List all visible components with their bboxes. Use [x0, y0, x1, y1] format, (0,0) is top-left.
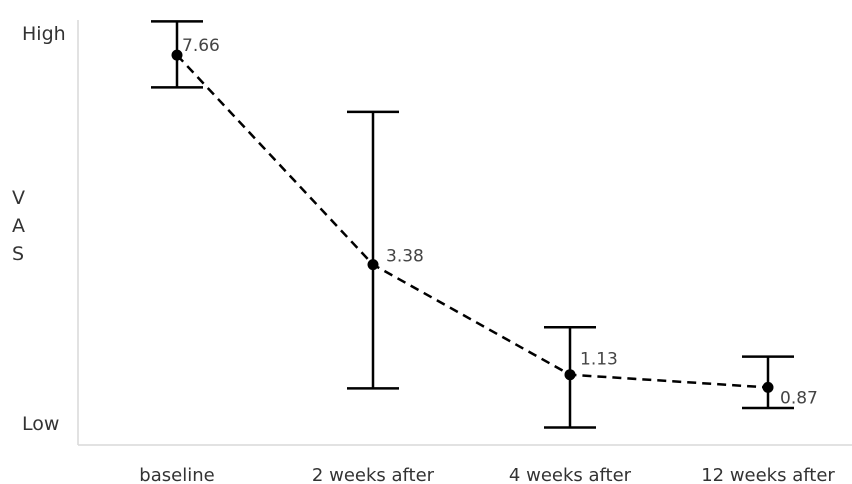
y-tick-high: High: [22, 23, 66, 45]
category-labels: baseline 2 weeks after 4 weeks after 12 wee…: [139, 465, 835, 484]
category-label-0: baseline: [139, 465, 214, 484]
data-label-2: 1.13: [580, 350, 618, 370]
y-tick-low: Low: [22, 413, 59, 435]
data-point-1: [367, 259, 379, 271]
category-label-1: 2 weeks after: [312, 465, 435, 484]
category-label-3: 12 weeks after: [701, 465, 835, 484]
y-label-char-s: S: [12, 243, 24, 265]
data-labels: 7.66 3.38 1.13 0.87: [182, 36, 818, 408]
y-label-char-a: A: [12, 215, 25, 237]
series-line-group: [176, 54, 769, 389]
category-label-2: 4 weeks after: [509, 465, 632, 484]
data-label-3: 0.87: [780, 388, 818, 408]
data-points: [171, 49, 774, 393]
series-line: [176, 54, 769, 389]
data-point-0: [171, 49, 183, 61]
error-bars: [151, 20, 794, 429]
data-label-1: 3.38: [386, 247, 424, 267]
axes: [77, 20, 852, 446]
data-point-3: [762, 381, 774, 393]
data-label-0: 7.66: [182, 36, 220, 56]
data-point-2: [564, 369, 576, 381]
y-label-char-v: V: [12, 187, 25, 209]
